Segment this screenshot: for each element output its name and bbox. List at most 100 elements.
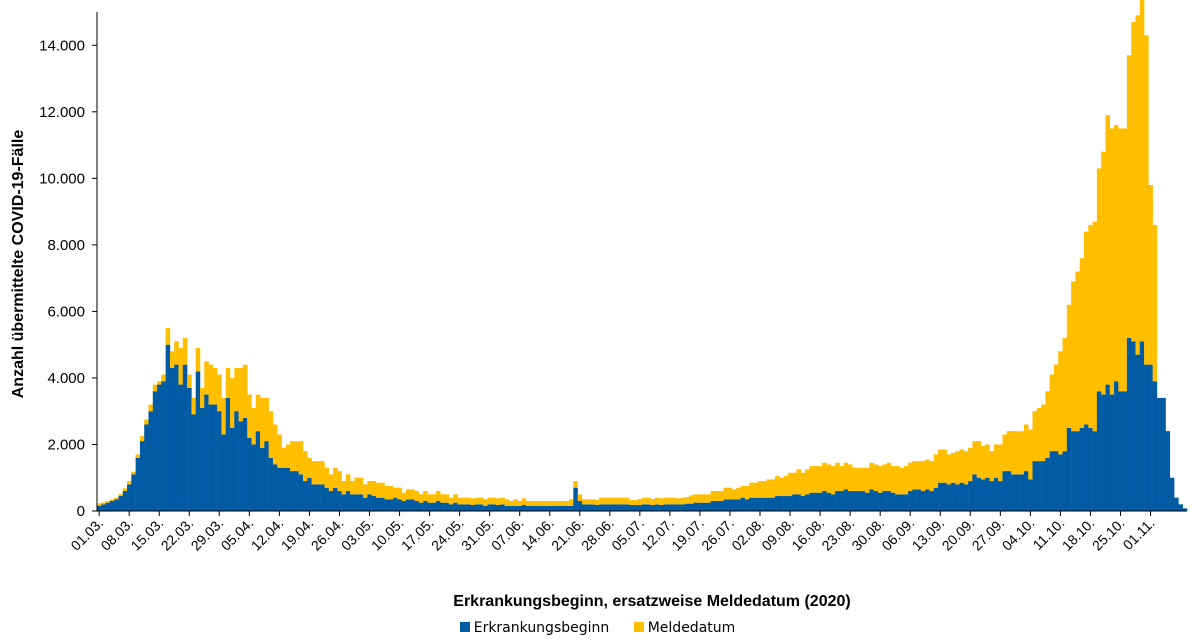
bar-meldedatum bbox=[912, 461, 917, 490]
bar-meldedatum bbox=[650, 499, 656, 506]
bar-erkrankungsbeginn bbox=[358, 494, 364, 511]
bar-meldedatum bbox=[165, 328, 171, 345]
bar-meldedatum bbox=[375, 482, 381, 498]
x-tick-label: 18.10. bbox=[1059, 515, 1098, 554]
bar-meldedatum bbox=[247, 394, 252, 438]
bar-meldedatum bbox=[714, 491, 720, 502]
y-tick-label: 6.000 bbox=[47, 303, 85, 320]
bar-erkrankungsbeginn bbox=[487, 504, 493, 511]
bar-meldedatum bbox=[521, 498, 527, 506]
x-tick-label: 19.04. bbox=[278, 515, 317, 554]
bar-erkrankungsbeginn bbox=[629, 505, 634, 511]
bar-meldedatum bbox=[925, 459, 930, 490]
bar-meldedatum bbox=[277, 434, 282, 468]
bar-meldedatum bbox=[856, 467, 862, 492]
bar-meldedatum bbox=[817, 466, 823, 493]
bar-erkrankungsbeginn bbox=[478, 504, 484, 511]
bar-erkrankungsbeginn bbox=[178, 384, 184, 511]
bar-meldedatum bbox=[702, 494, 707, 503]
bar-meldedatum bbox=[805, 469, 810, 495]
bar-meldedatum bbox=[676, 498, 681, 505]
bar-meldedatum bbox=[324, 467, 329, 488]
bar-meldedatum bbox=[440, 494, 445, 503]
bar-erkrankungsbeginn bbox=[835, 491, 840, 511]
bar-erkrankungsbeginn bbox=[543, 506, 548, 511]
x-tick-label: 03.05. bbox=[338, 515, 377, 554]
bar-meldedatum bbox=[873, 464, 879, 492]
bar-erkrankungsbeginn bbox=[367, 494, 372, 511]
bar-erkrankungsbeginn bbox=[255, 431, 261, 511]
bar-meldedatum bbox=[869, 462, 874, 490]
bar-meldedatum bbox=[1144, 35, 1149, 365]
bar-erkrankungsbeginn bbox=[564, 506, 570, 511]
bar-erkrankungsbeginn bbox=[955, 484, 960, 511]
bar-erkrankungsbeginn bbox=[1122, 391, 1128, 511]
bar-meldedatum bbox=[950, 452, 956, 483]
bar-erkrankungsbeginn bbox=[517, 506, 523, 511]
x-tick-label: 22.03. bbox=[158, 515, 197, 554]
bar-meldedatum bbox=[723, 487, 729, 500]
bar-erkrankungsbeginn bbox=[264, 441, 269, 511]
bar-meldedatum bbox=[697, 494, 703, 503]
bar-erkrankungsbeginn bbox=[1165, 431, 1171, 511]
bar-erkrankungsbeginn bbox=[1041, 461, 1046, 511]
bar-erkrankungsbeginn bbox=[946, 484, 952, 511]
bar-erkrankungsbeginn bbox=[195, 371, 201, 511]
bar-erkrankungsbeginn bbox=[247, 437, 252, 511]
bar-erkrankungsbeginn bbox=[732, 499, 737, 511]
bar-meldedatum bbox=[560, 501, 566, 507]
bar-meldedatum bbox=[354, 477, 360, 495]
bar-erkrankungsbeginn bbox=[341, 494, 347, 511]
bar-erkrankungsbeginn bbox=[277, 467, 282, 511]
bar-erkrankungsbeginn bbox=[1178, 504, 1183, 511]
bar-erkrankungsbeginn bbox=[916, 489, 922, 511]
bar-erkrankungsbeginn bbox=[1169, 477, 1175, 511]
bar-meldedatum bbox=[513, 499, 518, 507]
bar-meldedatum bbox=[564, 501, 570, 507]
bar-erkrankungsbeginn bbox=[740, 497, 746, 511]
bar-meldedatum bbox=[539, 501, 544, 507]
bar-erkrankungsbeginn bbox=[1023, 471, 1029, 511]
bar-meldedatum bbox=[757, 481, 763, 498]
bar-meldedatum bbox=[710, 491, 716, 502]
bar-meldedatum bbox=[496, 498, 501, 506]
y-axis-title: Anzahl übermittelte COVID-19-Fälle bbox=[10, 130, 27, 399]
bar-meldedatum bbox=[976, 441, 982, 478]
bar-erkrankungsbeginn bbox=[1144, 364, 1149, 511]
bar-erkrankungsbeginn bbox=[680, 504, 686, 511]
bar-erkrankungsbeginn bbox=[268, 457, 274, 511]
bar-meldedatum bbox=[470, 498, 475, 506]
x-tick-label: 19.07. bbox=[668, 515, 707, 554]
x-tick-label: 07.06. bbox=[488, 515, 527, 554]
x-axis: 01.03.08.03.15.03.22.03.29.03.05.04.12.0… bbox=[67, 510, 1187, 554]
bar-meldedatum bbox=[740, 486, 746, 498]
bar-erkrankungsbeginn bbox=[775, 496, 780, 511]
bar-meldedatum bbox=[860, 467, 866, 492]
bar-erkrankungsbeginn bbox=[371, 496, 377, 511]
bar-erkrankungsbeginn bbox=[697, 502, 703, 511]
bar-erkrankungsbeginn bbox=[727, 499, 733, 511]
bar-erkrankungsbeginn bbox=[461, 504, 467, 511]
bar-erkrankungsbeginn bbox=[611, 504, 617, 511]
bar-erkrankungsbeginn bbox=[839, 491, 844, 511]
bar-meldedatum bbox=[1084, 231, 1089, 425]
bar-meldedatum bbox=[882, 464, 887, 492]
legend-swatch-meldedatum bbox=[633, 622, 644, 632]
bar-erkrankungsbeginn bbox=[513, 506, 518, 511]
bar-erkrankungsbeginn bbox=[942, 482, 947, 511]
bar-erkrankungsbeginn bbox=[809, 492, 814, 511]
legend-item-meldedatum: Meldedatum bbox=[633, 620, 735, 636]
bar-meldedatum bbox=[792, 472, 797, 495]
bar-erkrankungsbeginn bbox=[672, 504, 677, 511]
legend-swatch-erkrankungsbeginn bbox=[459, 622, 470, 632]
bar-erkrankungsbeginn bbox=[530, 506, 535, 511]
bar-meldedatum bbox=[547, 501, 553, 507]
bar-erkrankungsbeginn bbox=[929, 491, 935, 511]
bar-erkrankungsbeginn bbox=[504, 506, 510, 511]
bar-meldedatum bbox=[264, 397, 269, 442]
x-tick-label: 31.05. bbox=[458, 515, 497, 554]
bar-meldedatum bbox=[766, 479, 771, 498]
bar-erkrankungsbeginn bbox=[899, 494, 905, 511]
bar-meldedatum bbox=[800, 472, 806, 497]
bar-meldedatum bbox=[933, 454, 939, 488]
